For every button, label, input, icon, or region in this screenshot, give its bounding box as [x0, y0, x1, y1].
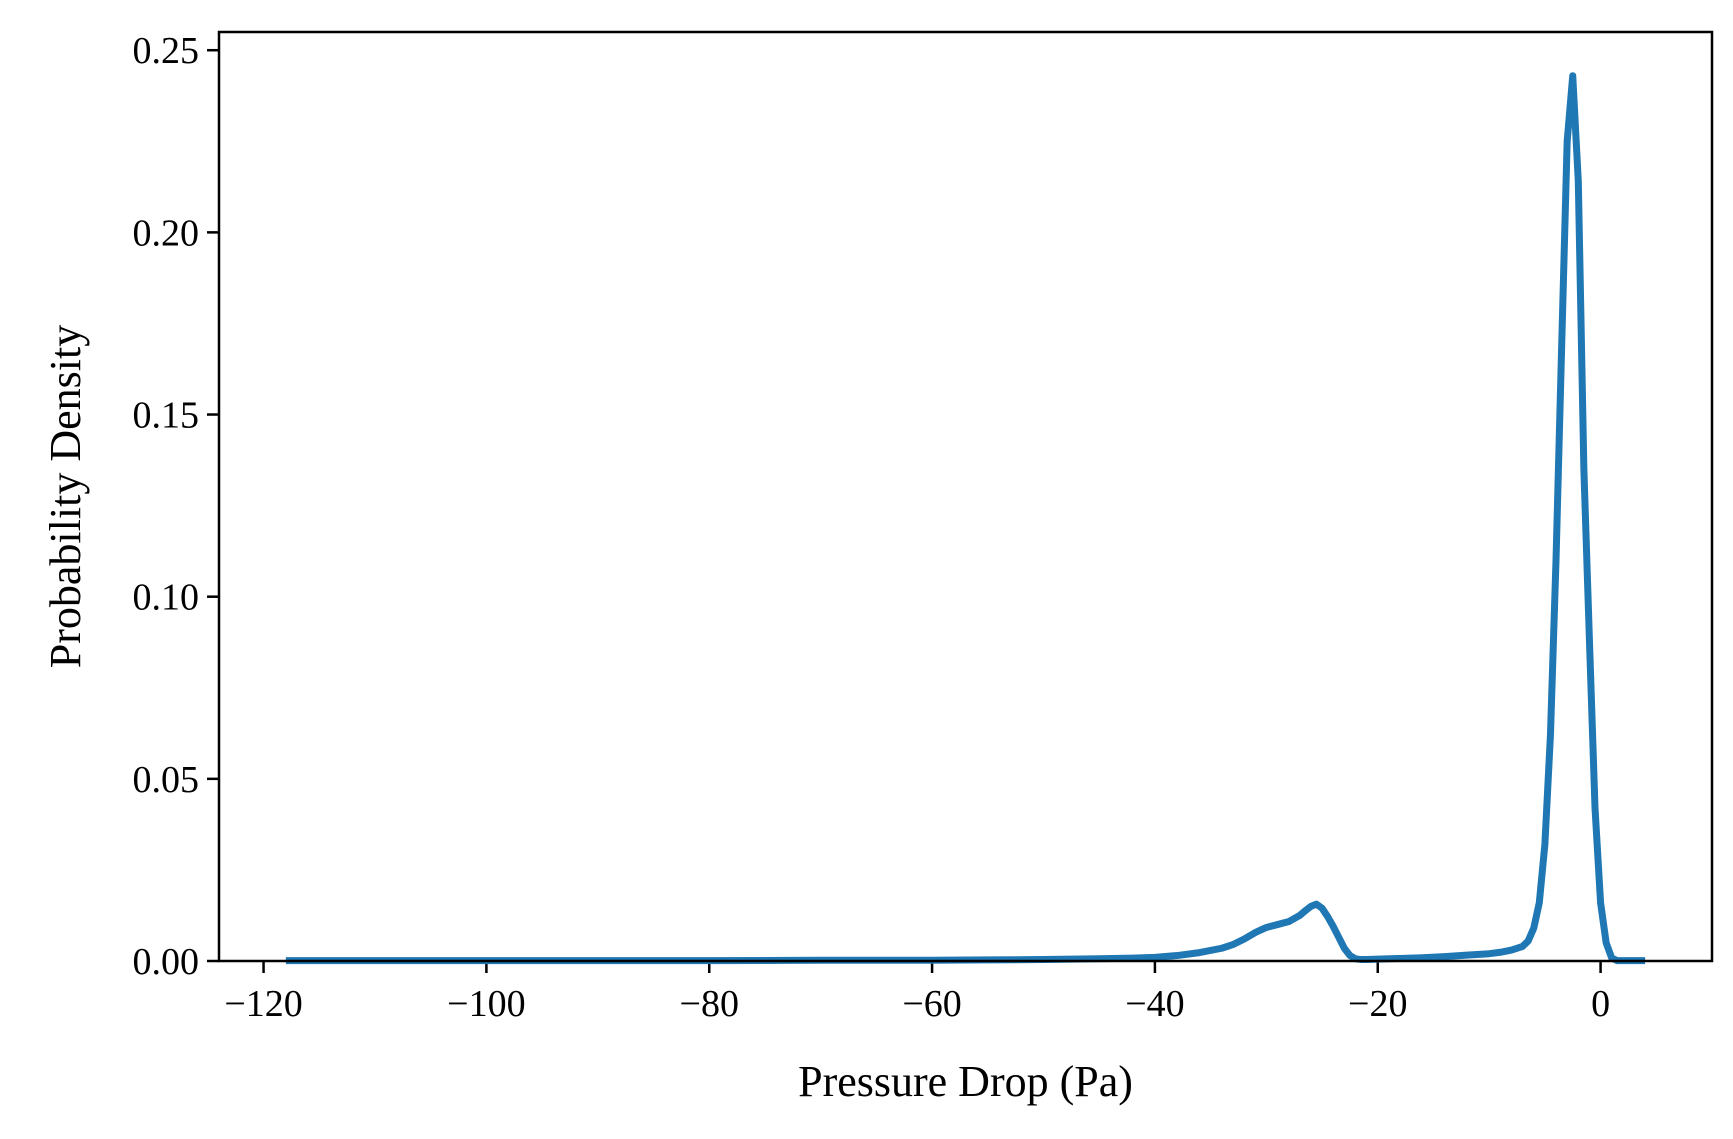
x-axis-ticks: −120 −100 −80 −60 −40 −20 0 [224, 961, 1610, 1025]
y-tick-label: 0.25 [133, 30, 200, 72]
density-curve-0 [285, 72, 1646, 965]
y-tick-label: 0.00 [133, 941, 200, 983]
x-tick-label: −80 [680, 983, 739, 1025]
series-layer [285, 72, 1646, 965]
x-tick-label: 0 [1591, 983, 1610, 1025]
y-tick-label: 0.15 [133, 395, 200, 437]
x-tick-label: −120 [224, 983, 302, 1025]
x-tick-label: −20 [1348, 983, 1407, 1025]
y-tick-label: 0.05 [133, 759, 200, 801]
plot-frame [217, 30, 1714, 963]
y-tick-label: 0.10 [133, 577, 200, 619]
x-tick-label: −100 [447, 983, 525, 1025]
x-tick-label: −40 [1125, 983, 1184, 1025]
x-tick-label: −60 [902, 983, 961, 1025]
y-axis-label: Probability Density [41, 325, 90, 668]
x-axis-label: Pressure Drop (Pa) [798, 1057, 1133, 1106]
y-tick-label: 0.20 [133, 212, 200, 254]
y-axis-ticks: 0.00 0.05 0.10 0.15 0.20 0.25 [133, 30, 219, 983]
